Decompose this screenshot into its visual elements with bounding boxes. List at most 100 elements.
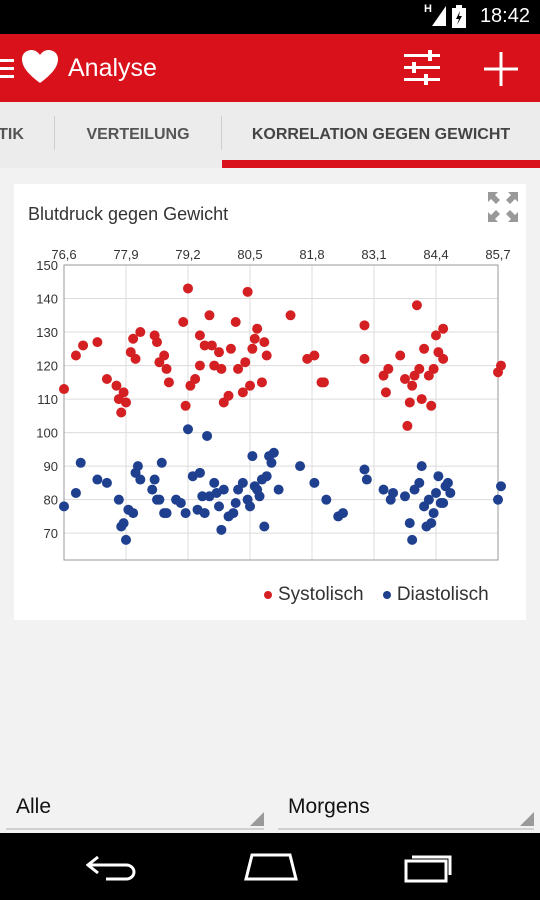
systolic-point (194, 330, 205, 341)
spinner-value: Alle (16, 795, 52, 818)
tab-bar: TIK VERTEILUNG KORRELATION GEGEN GEWICHT (0, 102, 540, 168)
diastolic-point (175, 498, 186, 509)
diastolic-point (245, 501, 255, 512)
tab-statistik[interactable]: TIK (0, 102, 32, 168)
diastolic-point (388, 487, 399, 498)
systolic-point (400, 373, 410, 384)
systolic-point (426, 400, 437, 411)
sliders-icon[interactable] (404, 50, 440, 86)
systolic-point (116, 407, 127, 418)
diastolic-point (493, 494, 503, 505)
diastolic-point (161, 508, 172, 519)
diastolic-point (194, 467, 205, 478)
systolic-point (111, 380, 122, 391)
systolic-point (190, 373, 201, 384)
systolic-point (261, 350, 272, 361)
home-icon[interactable] (244, 853, 298, 881)
systolic-point (247, 343, 258, 354)
y-tick-label: 140 (36, 292, 58, 307)
back-icon[interactable] (86, 853, 138, 881)
systolic-point (214, 347, 224, 358)
systolic-point (194, 360, 205, 371)
legend-label-systolic: Systolisch (278, 584, 364, 605)
fullscreen-icon[interactable] (488, 192, 518, 222)
filter-spinner-left[interactable]: Alle (6, 792, 264, 830)
tab-korrelation[interactable]: KORRELATION GEGEN GEWICHT (222, 102, 540, 168)
diastolic-point (70, 487, 81, 498)
diastolic-point (247, 451, 258, 462)
diastolic-point (135, 474, 146, 485)
recents-icon[interactable] (404, 851, 454, 883)
systolic-point (438, 353, 449, 364)
tab-label: VERTEILUNG (86, 126, 190, 143)
diastolic-point (202, 430, 213, 441)
navigation-bar (0, 833, 540, 900)
chart-legend: Systolisch Diastolisch (264, 584, 489, 606)
systolic-point (402, 420, 413, 431)
status-bar: H 18:42 (0, 0, 540, 34)
y-tick-label: 80 (44, 493, 58, 508)
diastolic-point (230, 498, 241, 509)
diastolic-point (59, 501, 69, 512)
systolic-point (318, 377, 329, 388)
systolic-point (411, 300, 422, 311)
systolic-point (414, 363, 425, 374)
diastolic-point (442, 477, 453, 488)
systolic-point (359, 353, 370, 364)
systolic-point (438, 323, 449, 334)
systolic-point (252, 323, 263, 334)
x-tick-label: 81,8 (299, 247, 324, 262)
diastolic-point (404, 518, 415, 529)
systolic-point (359, 320, 370, 331)
diastolic-point (128, 508, 139, 519)
systolic-point (309, 350, 320, 361)
tab-verteilung[interactable]: VERTEILUNG (55, 102, 221, 168)
diastolic-point (445, 487, 456, 498)
systolic-point (383, 363, 394, 374)
systolic-point (128, 333, 139, 344)
diastolic-point (309, 477, 320, 488)
plus-icon[interactable] (484, 52, 518, 86)
systolic-point (245, 380, 255, 391)
diastolic-point (273, 484, 284, 495)
x-tick-label: 76,6 (51, 247, 76, 262)
systolic-point (121, 397, 131, 408)
systolic-point (428, 363, 439, 374)
diastolic-point (147, 484, 158, 495)
hamburger-icon[interactable] (0, 58, 14, 80)
diastolic-point (378, 484, 389, 495)
filter-spinner-right[interactable]: Morgens (278, 792, 534, 830)
diastolic-point (183, 424, 193, 435)
heart-icon[interactable] (22, 50, 58, 84)
systolic-point (163, 377, 174, 388)
diastolic-point (268, 447, 279, 458)
network-type: H (424, 3, 432, 15)
systolic-point (204, 310, 215, 321)
diastolic-point (433, 471, 444, 482)
dropdown-triangle-icon (250, 812, 264, 826)
y-tick-label: 150 (36, 258, 58, 273)
diastolic-point (132, 461, 143, 472)
diastolic-point (92, 474, 103, 485)
tab-label: TIK (0, 126, 24, 143)
systolic-point (183, 283, 193, 294)
chart-title: Blutdruck gegen Gewicht (28, 204, 229, 224)
systolic-point (285, 310, 296, 321)
systolic-point (416, 394, 427, 405)
systolic-point (159, 350, 170, 361)
systolic-point (206, 340, 217, 351)
systolic-point (152, 337, 162, 348)
scatter-chart: 76,6 77,9 79,2 80,5 81,8 83,1 84,4 85,7 150 140 13… (36, 247, 511, 561)
x-tick-label: 80,5 (237, 247, 262, 262)
systolic-point (161, 363, 172, 374)
x-tick-label: 83,1 (361, 247, 386, 262)
diastolic-point (259, 521, 270, 532)
diastolic-point (209, 477, 220, 488)
systolic-point (70, 350, 81, 361)
systolic-point (59, 384, 69, 395)
x-tick-label: 79,2 (175, 247, 200, 262)
systolic-point (178, 316, 189, 327)
diastolic-point (113, 494, 124, 505)
diastolic-point (295, 461, 306, 472)
battery-icon (452, 5, 466, 28)
